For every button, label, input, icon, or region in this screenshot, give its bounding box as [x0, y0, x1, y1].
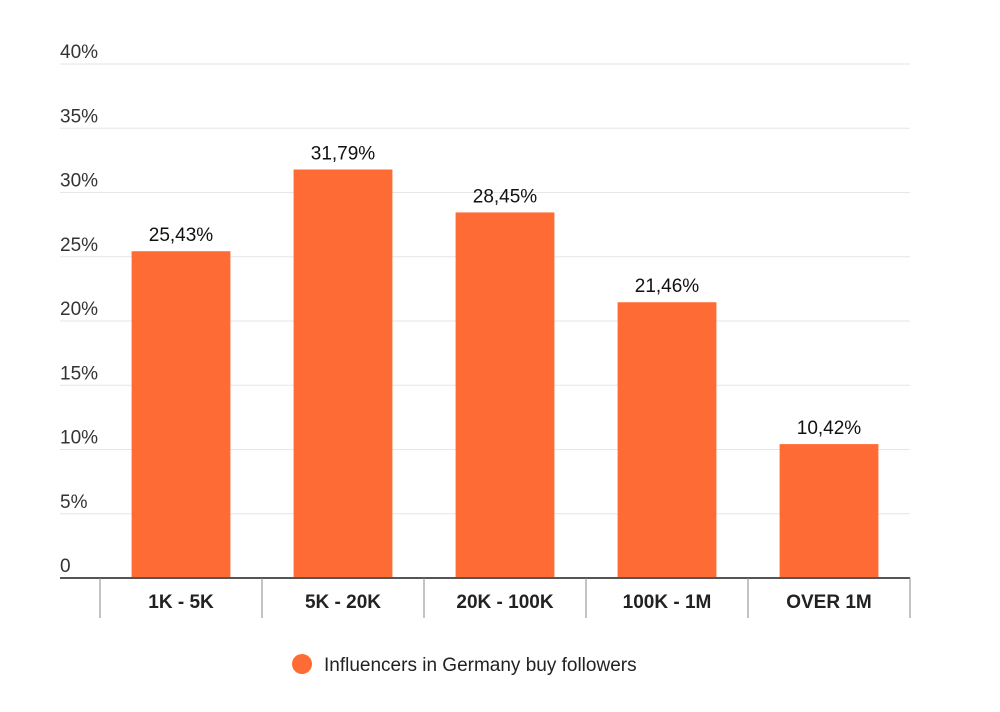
y-tick-label: 15%: [60, 363, 98, 384]
x-tick-label: 1K - 5K: [148, 592, 214, 613]
x-tick-label: 100K - 1M: [623, 592, 712, 613]
x-axis: 1K - 5K 5K - 20K 20K - 100K 100K - 1M OVER 1…: [60, 577, 911, 618]
legend-swatch: [292, 654, 312, 674]
bar: [455, 212, 555, 579]
x-tick-label: OVER 1M: [786, 592, 872, 613]
data-label: 31,79%: [311, 143, 376, 164]
bars: [131, 169, 879, 579]
data-label: 10,42%: [797, 418, 862, 439]
bar: [293, 169, 393, 578]
y-tick-label: 30%: [60, 171, 98, 192]
x-tick-label: 5K - 20K: [305, 592, 381, 613]
y-tick-label: 25%: [60, 235, 98, 256]
bar: [779, 444, 879, 578]
y-tick-label: 5%: [60, 492, 88, 513]
y-tick-label: 35%: [60, 106, 98, 127]
bar: [617, 302, 717, 578]
data-label: 28,45%: [473, 186, 538, 207]
legend: Influencers in Germany buy followers: [292, 654, 637, 676]
bar: [131, 251, 231, 579]
data-labels: 25,43% 31,79% 28,45% 21,46% 10,42%: [149, 143, 862, 439]
legend-label: Influencers in Germany buy followers: [324, 655, 637, 676]
data-label: 25,43%: [149, 225, 214, 246]
data-label: 21,46%: [635, 276, 700, 297]
y-tick-label: 40%: [60, 42, 98, 63]
x-tick-label: 20K - 100K: [456, 592, 553, 613]
y-tick-label: 10%: [60, 428, 98, 449]
y-tick-label: 0: [60, 556, 71, 577]
y-tick-label: 20%: [60, 299, 98, 320]
y-axis-ticks: 0 5% 10% 15% 20% 25% 30% 35% 40%: [60, 42, 98, 577]
